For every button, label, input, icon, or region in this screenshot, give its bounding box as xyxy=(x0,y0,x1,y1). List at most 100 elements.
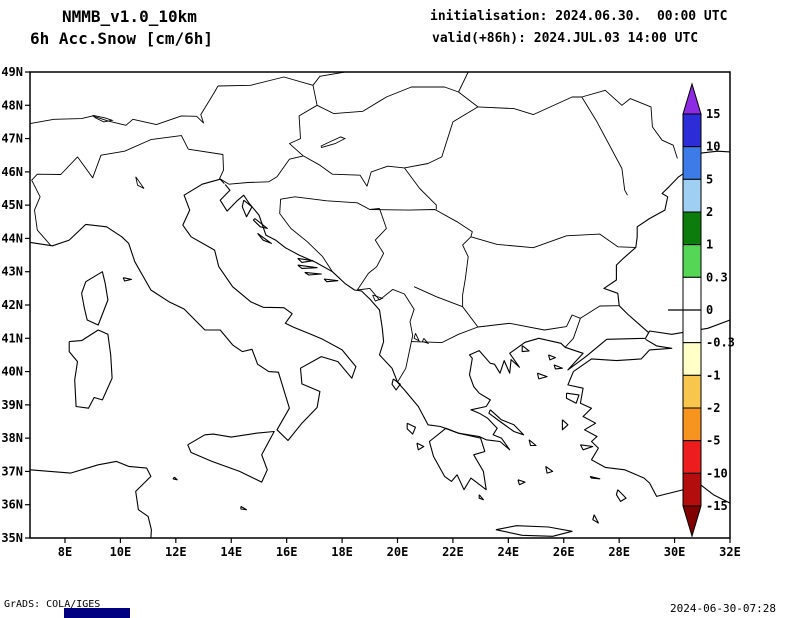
y-axis-label: 49N xyxy=(1,65,23,79)
country-border xyxy=(427,91,479,164)
coastline xyxy=(297,264,318,269)
colorbar-tick-label: -10 xyxy=(706,466,728,480)
lakes-layer xyxy=(92,114,430,345)
y-axis-label: 36N xyxy=(1,498,23,512)
grads-logo-box xyxy=(64,608,130,618)
coastline xyxy=(521,345,530,353)
coastline xyxy=(579,444,594,451)
coastline xyxy=(615,489,627,502)
colorbar-segment xyxy=(682,178,702,213)
country-border xyxy=(462,306,479,328)
y-axis-label: 46N xyxy=(1,165,23,179)
country-border xyxy=(411,314,581,348)
axes-layer: 8E 10E 12E 14E 16E 18E 20E 22E 24E 26E 28E 30E 32E 49… xyxy=(1,65,741,559)
country-border xyxy=(369,209,636,249)
coastline xyxy=(240,505,248,511)
colorbar-segment xyxy=(682,472,702,507)
colorbar-tick-label: 0.3 xyxy=(706,270,728,284)
coastline xyxy=(545,465,554,474)
coastline xyxy=(547,354,556,361)
coastline xyxy=(553,364,563,370)
map-frame xyxy=(29,71,731,539)
coastline xyxy=(536,372,548,380)
x-axis-label: 14E xyxy=(220,545,242,559)
x-axis-label: 16E xyxy=(276,545,298,559)
colorbar-tick-label: -15 xyxy=(706,499,728,513)
init-time-label: initialisation: 2024.06.30. 00:00 UTC xyxy=(430,9,728,24)
coastline xyxy=(68,329,113,409)
x-axis-label: 8E xyxy=(58,545,72,559)
colorbar-arrow-top xyxy=(682,82,702,115)
coastline xyxy=(241,199,253,218)
country-border xyxy=(356,208,387,291)
field-title: 6h Acc.Snow [cm/6h] xyxy=(30,29,214,48)
coastline xyxy=(567,371,730,504)
y-axis-label: 38N xyxy=(1,431,23,445)
coastline xyxy=(187,430,275,483)
y-axis-label: 40N xyxy=(1,365,23,379)
colorbar-tick-label: -2 xyxy=(706,401,720,415)
y-axis-label: 37N xyxy=(1,464,23,478)
coastline xyxy=(468,337,566,451)
coastline xyxy=(252,218,268,229)
country-border xyxy=(31,135,230,247)
x-axis-label: 10E xyxy=(110,545,132,559)
country-border xyxy=(303,155,429,187)
colorbar-segment xyxy=(682,309,702,344)
x-axis-label: 20E xyxy=(387,545,409,559)
colorbar-tick-label: 0 xyxy=(706,303,713,317)
x-axis-label: 12E xyxy=(165,545,187,559)
country-border xyxy=(379,288,415,383)
coastline xyxy=(122,277,133,282)
colorbar-tick-label: 10 xyxy=(706,140,720,154)
lake-outline xyxy=(92,114,114,123)
lake-outline xyxy=(372,294,384,302)
colorbar-arrow-bottom xyxy=(682,505,702,538)
coastline xyxy=(323,278,339,283)
country-borders-layer xyxy=(30,72,678,383)
coastline xyxy=(517,479,526,486)
x-axis-label: 22E xyxy=(442,545,464,559)
colorbar-segment xyxy=(682,276,702,311)
country-border xyxy=(462,236,472,307)
coastline xyxy=(561,419,569,431)
coastline xyxy=(573,338,673,373)
x-axis-label: 32E xyxy=(719,545,741,559)
country-border xyxy=(316,72,469,115)
coastline xyxy=(592,514,599,524)
coastline xyxy=(478,494,484,501)
country-border xyxy=(413,286,463,308)
coastline xyxy=(589,475,601,480)
y-axis-label: 44N xyxy=(1,231,23,245)
colorbar-segment xyxy=(682,113,702,148)
coastline xyxy=(416,442,425,451)
coastline xyxy=(528,439,537,447)
colorbar-segment xyxy=(682,374,702,409)
y-axis-label: 39N xyxy=(1,398,23,412)
coastline xyxy=(30,178,357,442)
y-axis-label: 47N xyxy=(1,132,23,146)
creation-timestamp: 2024-06-30-07:28 xyxy=(670,602,776,615)
coastline xyxy=(297,257,314,263)
coastline xyxy=(488,409,525,436)
colorbar-segment xyxy=(682,440,702,474)
coastlines-layer xyxy=(30,150,730,538)
lake-outline xyxy=(413,333,421,342)
colorbar-segment xyxy=(682,342,702,376)
coastline xyxy=(304,271,322,276)
coastline xyxy=(257,232,272,244)
coastline xyxy=(30,460,152,538)
country-border xyxy=(404,167,437,210)
lake-outline xyxy=(320,136,346,149)
coastline xyxy=(391,378,401,391)
model-title: NMMB_v1.0_10km xyxy=(62,7,197,26)
coastline xyxy=(406,422,417,435)
colorbar-tick-label: -0.3 xyxy=(706,336,735,350)
colorbar-tick-label: 2 xyxy=(706,205,713,219)
y-axis-label: 41N xyxy=(1,331,23,345)
coastline xyxy=(81,271,109,326)
y-axis-label: 43N xyxy=(1,265,23,279)
country-border xyxy=(580,305,620,319)
colorbar: 15 10 5 2 1 0.3 0 -0.3 -1 -2 -5 -10 -15 xyxy=(668,82,735,538)
x-axis-label: 18E xyxy=(331,545,353,559)
